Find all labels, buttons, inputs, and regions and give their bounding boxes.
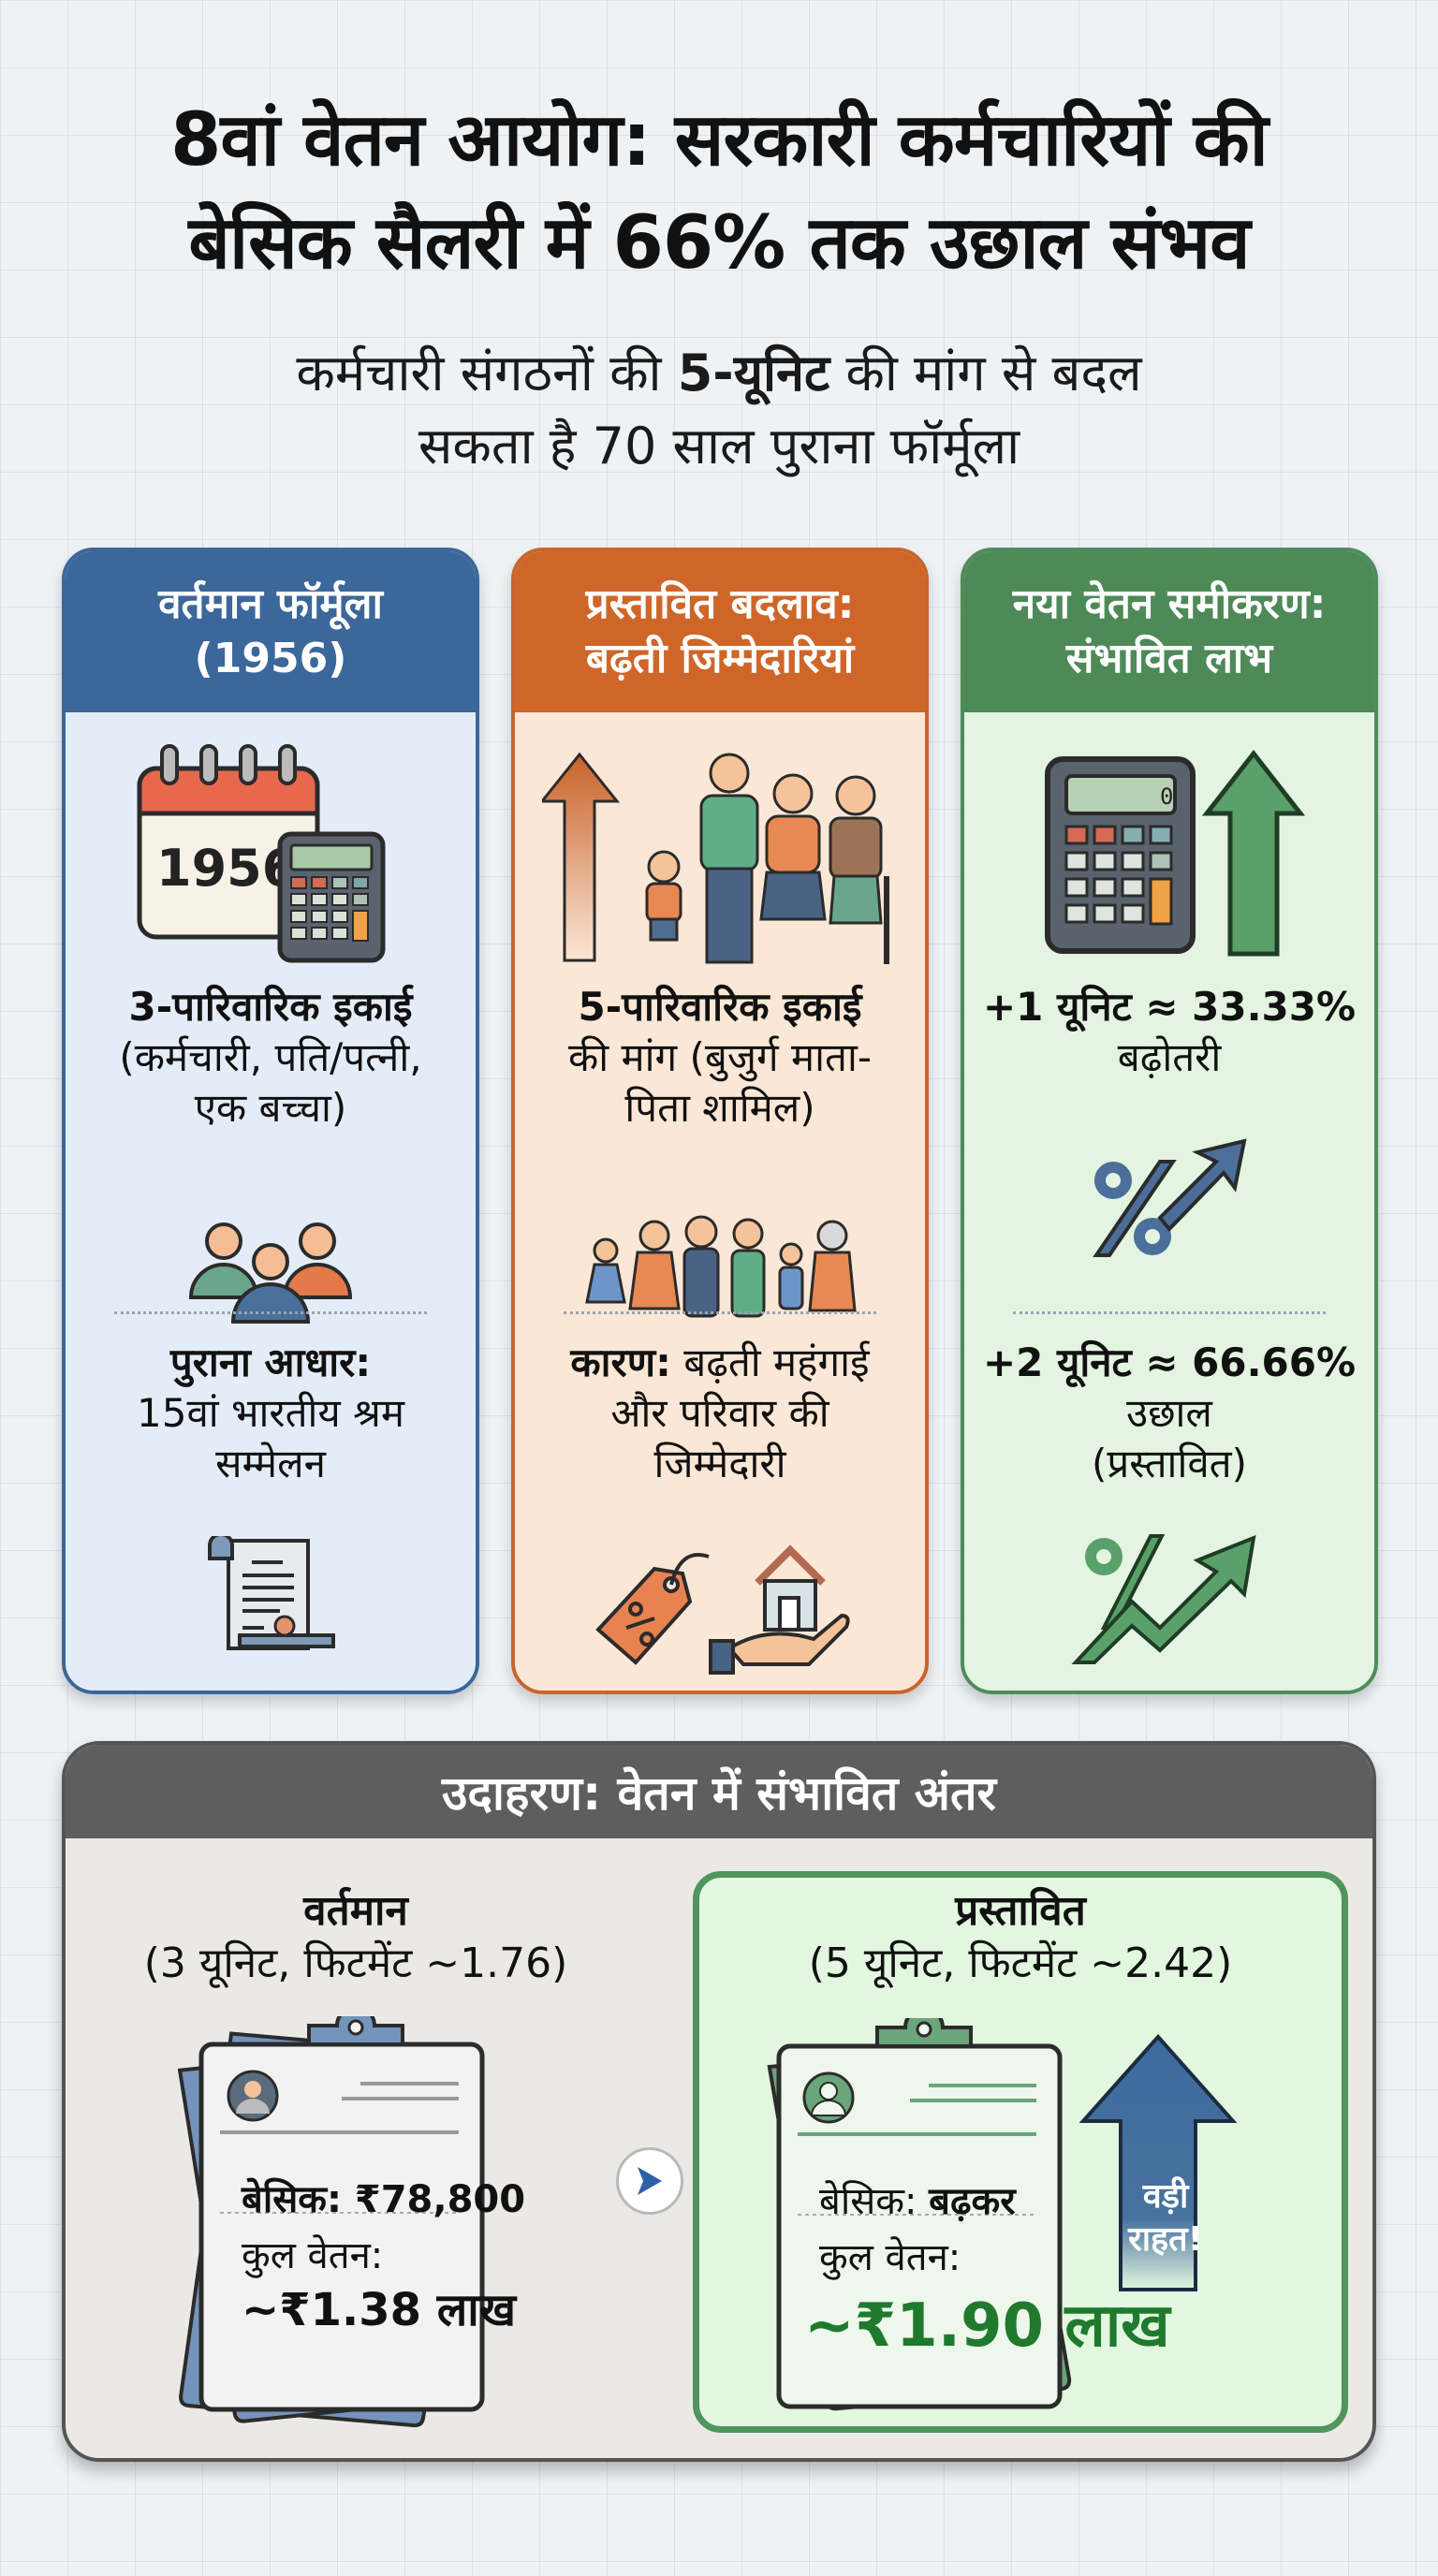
price-tag-percent-icon <box>595 1553 710 1665</box>
big-relief-badge: वड़ी राहत! <box>1128 2177 1204 2259</box>
divider <box>114 1311 427 1314</box>
subtitle-line-1: कर्मचारी संगठनों की 5-यूनिट की मांग से ब… <box>296 344 1142 402</box>
old-basis-text: पुराना आधार: 15वां भारतीय श्रम सम्मेलन <box>137 1339 404 1486</box>
current-formula-card: वर्तमान फॉर्मूला (1956) 1956 <box>62 548 479 1694</box>
divider <box>1013 1311 1326 1314</box>
family-holding-hands-icon <box>585 1215 857 1318</box>
family-icon <box>645 753 889 964</box>
current-unit-description: 3-पारिवारिक इकाई (कर्मचारी, पति/पत्नी, ए… <box>119 984 422 1131</box>
page-title: 8वां वेतन आयोग: सरकारी कर्मचारियों की बे… <box>0 89 1438 295</box>
proposed-unit-description: 5-पारिवारिक इकाई की मांग (बुजुर्ग माता- … <box>568 984 872 1131</box>
salary-example-panel: उदाहरण: वेतन में संभावित अंतर वर्तमान (3… <box>62 1741 1376 2462</box>
proposed-change-card: प्रस्तावित बदलाव: बढ़ती जिम्मेदारियां 5-प… <box>511 548 929 1694</box>
current-total-value: ~₹1.38 लाख <box>242 2284 516 2336</box>
calculator-icon: 0 <box>1045 756 1196 954</box>
three-people-icon <box>188 1222 353 1324</box>
green-up-arrow-icon <box>1201 749 1306 957</box>
calendar-icon: 1956 <box>137 744 386 963</box>
proposed-total-label: कुल वेतन: <box>819 2236 961 2279</box>
family-growth-illustration <box>542 752 889 964</box>
plus-one-unit-text: +1 यूनिट ≈ 33.33% बढ़ोतरी <box>982 984 1357 1080</box>
percent-growth-chart-icon <box>1071 1534 1256 1664</box>
plus-two-unit-text: +2 यूनिट ≈ 66.66% उछाल (प्रस्तावित) <box>982 1339 1357 1486</box>
big-relief-arrow-icon <box>1078 2033 1238 2291</box>
svg-text:0: 0 <box>1160 783 1173 810</box>
example-heading: उदाहरण: वेतन में संभावित अंतर <box>66 1745 1372 1838</box>
subtitle-highlight: 5-यूनिट <box>677 344 830 402</box>
current-basic-salary: बेसिक: ₹78,800 <box>242 2178 526 2221</box>
proposed-basic-salary: बेसिक: बढ़कर <box>819 2180 1016 2223</box>
subtitle-line-2: सकता है 70 साल पुराना फॉर्मूला <box>418 417 1020 476</box>
proposed-payslip-clipboard-icon <box>767 2018 1238 2411</box>
new-equation-card: नया वेतन समीकरण: संभावित लाभ 0 <box>961 548 1378 1694</box>
up-arrow-icon <box>542 752 621 962</box>
divider <box>564 1311 876 1314</box>
calculator-icon <box>277 831 386 963</box>
svg-text:1956: 1956 <box>156 839 297 898</box>
title-line-2: बेसिक सैलरी में 66% तक उछाल संभव <box>188 201 1250 285</box>
title-line-1: 8वां वेतन आयोग: सरकारी कर्मचारियों की <box>170 98 1269 183</box>
proposed-change-heading: प्रस्तावित बदलाव: बढ़ती जिम्मेदारियां <box>515 551 925 712</box>
proposed-example-title: प्रस्तावित (5 यूनिट, फिटमेंट ~2.42) <box>808 1887 1233 1987</box>
current-example-title: वर्तमान (3 यूनिट, फिटमेंट ~1.76) <box>143 1887 568 1987</box>
document-scroll-icon <box>208 1536 335 1650</box>
reason-text: कारण: बढ़ती महंगाई और परिवार की जिम्मेदा… <box>570 1339 870 1486</box>
proposed-total-value: ~₹1.90 लाख <box>804 2291 1170 2361</box>
play-arrow-icon <box>638 2167 662 2195</box>
proposed-example-box: प्रस्तावित (5 यूनिट, फिटमेंट ~2.42) वड़ी… <box>693 1871 1348 2433</box>
compare-next-button[interactable] <box>616 2147 683 2215</box>
current-formula-heading: वर्तमान फॉर्मूला (1956) <box>66 551 476 712</box>
calendar-calculator-illustration: 1956 <box>66 740 476 965</box>
percent-up-arrow-icon <box>1093 1138 1247 1257</box>
new-equation-heading: नया वेतन समीकरण: संभावित लाभ <box>964 551 1374 712</box>
subtitle: कर्मचारी संगठनों की 5-यूनिट की मांग से ब… <box>0 337 1438 483</box>
current-total-label: कुल वेतन: <box>242 2234 384 2277</box>
house-in-hand-icon <box>709 1544 850 1675</box>
current-payslip-clipboard-icon <box>178 2016 485 2428</box>
